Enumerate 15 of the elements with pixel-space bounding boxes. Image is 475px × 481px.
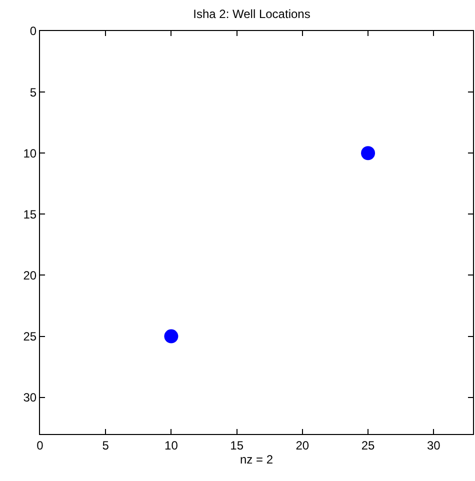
x-tick-label: 5 xyxy=(102,438,110,452)
y-tick-label: 20 xyxy=(23,268,37,282)
x-tick-label: 15 xyxy=(230,438,244,452)
chart-title: Isha 2: Well Locations xyxy=(193,7,310,21)
y-tick-label: 15 xyxy=(23,207,37,222)
y-tick-label: 25 xyxy=(23,330,37,344)
x-tick-label: 30 xyxy=(426,438,441,452)
x-tick-label: 25 xyxy=(361,438,376,452)
x-tick-label: 10 xyxy=(164,438,178,452)
y-tick-label: 10 xyxy=(23,146,37,160)
y-tick-label: 30 xyxy=(23,390,37,405)
x-axis-title: nz = 2 xyxy=(240,452,274,466)
x-tick-label: 20 xyxy=(296,438,310,452)
y-tick-label: 0 xyxy=(30,24,37,38)
y-tick-label: 5 xyxy=(30,85,37,100)
